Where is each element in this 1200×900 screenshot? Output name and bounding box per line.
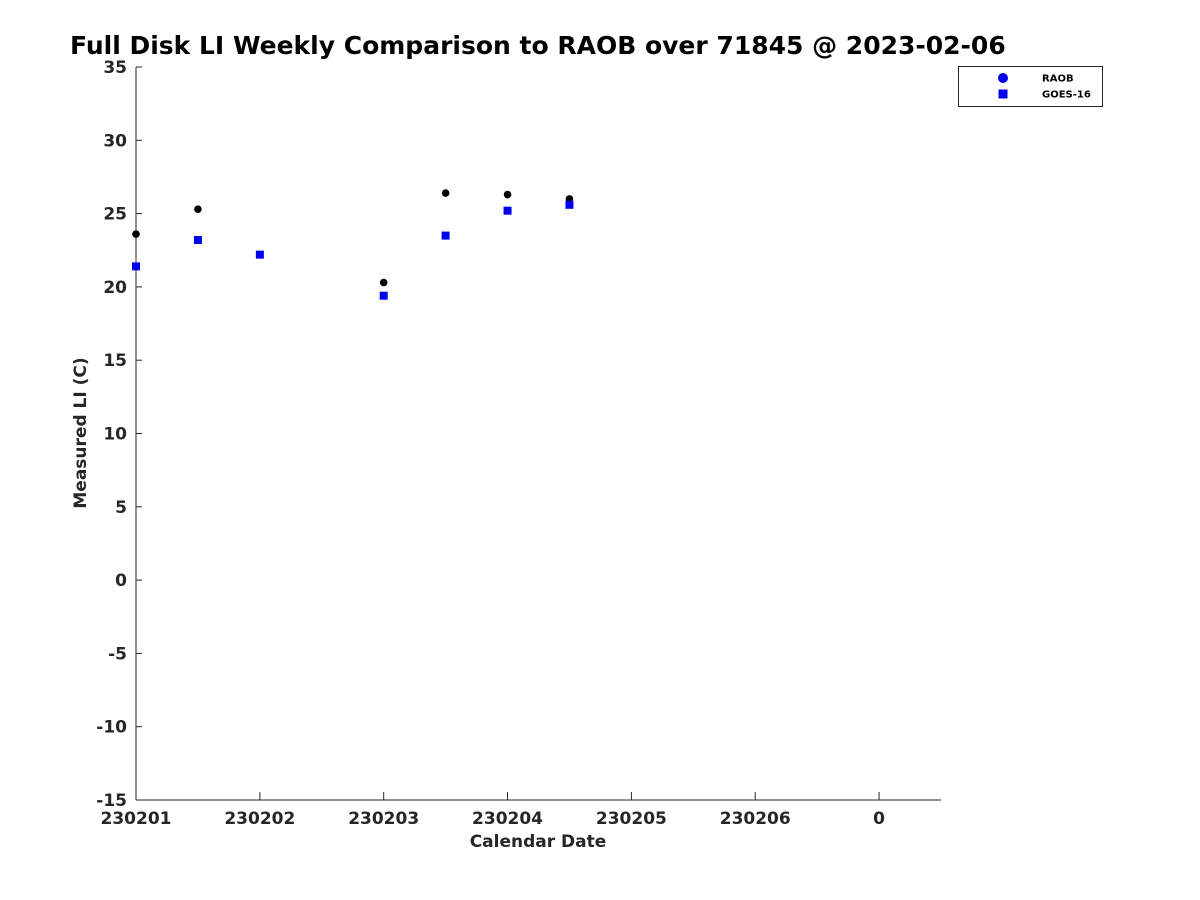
chart-title: Full Disk LI Weekly Comparison to RAOB o… xyxy=(70,31,1006,60)
y-tick-label: -10 xyxy=(96,718,127,738)
data-point-raob xyxy=(132,230,140,238)
axes xyxy=(135,67,941,801)
data-point-raob xyxy=(503,190,512,199)
x-tick-label: 230201 xyxy=(101,809,172,829)
y-tick-label: 25 xyxy=(103,205,127,225)
y-tick-label: 35 xyxy=(103,58,127,78)
legend-marker-goes16 xyxy=(998,89,1008,99)
y-ticks: 35 30 25 20 15 10 5 0 -5 -10 -15 xyxy=(96,58,142,811)
y-tick-label: 30 xyxy=(103,131,127,151)
y-tick-label: 5 xyxy=(115,498,127,518)
x-axis-label: Calendar Date xyxy=(470,832,607,852)
x-tick-label: 230204 xyxy=(472,809,543,829)
legend-box xyxy=(958,66,1103,107)
data-point-goes16 xyxy=(255,250,264,259)
data-point-raob xyxy=(441,189,450,197)
data-point-goes16 xyxy=(132,262,140,271)
legend-label-raob: RAOB xyxy=(1042,74,1074,85)
data-point-goes16 xyxy=(379,291,388,300)
y-tick-label: 20 xyxy=(103,278,127,298)
x-tick-label: 230205 xyxy=(596,809,667,829)
legend-label-goes16: GOES-16 xyxy=(1042,90,1091,101)
y-axis-label: Measured LI (C) xyxy=(71,357,91,508)
legend: RAOB GOES-16 xyxy=(958,66,1103,107)
data-point-goes16 xyxy=(565,200,574,209)
y-tick-label: 0 xyxy=(115,571,127,591)
data-points xyxy=(132,189,574,300)
x-tick-label: 0 xyxy=(873,809,885,829)
legend-marker-raob xyxy=(998,73,1008,83)
data-point-goes16 xyxy=(193,235,202,244)
data-point-raob xyxy=(379,278,388,287)
data-point-raob xyxy=(194,205,202,214)
y-tick-label: -5 xyxy=(108,644,127,664)
x-ticks: 230201 230202 230203 230204 230205 230206 0 xyxy=(101,792,885,829)
y-tick-label: 10 xyxy=(103,425,127,445)
y-tick-label: 15 xyxy=(103,351,127,371)
x-tick-label: 230202 xyxy=(224,809,295,829)
x-tick-label: 230203 xyxy=(348,809,419,829)
data-point-goes16 xyxy=(441,231,450,240)
y-tick-label: -15 xyxy=(96,791,127,811)
data-point-goes16 xyxy=(503,206,512,215)
x-tick-label: 230206 xyxy=(720,809,791,829)
